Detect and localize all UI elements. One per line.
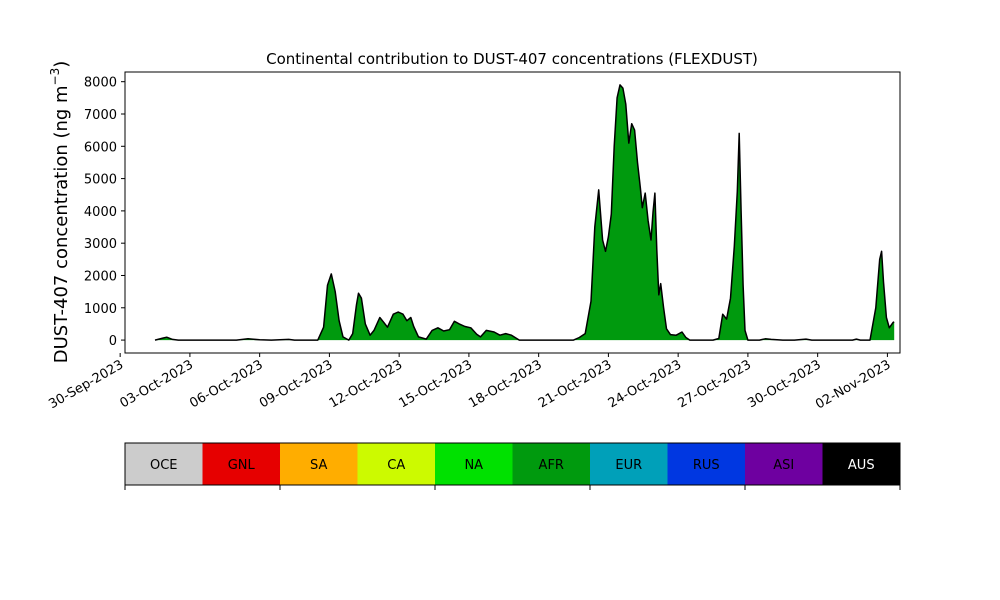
x-axis: 30-Sep-202303-Oct-202306-Oct-202309-Oct-… bbox=[46, 353, 893, 412]
x-tick-label: 30-Sep-2023 bbox=[46, 357, 126, 412]
legend-swatch-gnl bbox=[202, 443, 280, 485]
plot-frame bbox=[124, 71, 901, 354]
legend-swatch-rus bbox=[667, 443, 745, 485]
x-tick-label: 09-Oct-2023 bbox=[257, 357, 335, 411]
y-tick-label: 7000 bbox=[84, 108, 117, 123]
x-tick-label: 21-Oct-2023 bbox=[536, 357, 614, 411]
y-tick-label: 5000 bbox=[84, 173, 117, 188]
y-tick-label: 3000 bbox=[84, 237, 117, 252]
legend-label-sa: SA bbox=[310, 458, 327, 473]
legend-label-eur: EUR bbox=[615, 458, 642, 473]
legend-swatch-ca bbox=[357, 443, 435, 485]
legend-label-na: NA bbox=[464, 458, 483, 473]
legend-label-gnl: GNL bbox=[228, 458, 256, 473]
legend-label-aus: AUS bbox=[848, 458, 875, 473]
x-tick-label: 12-Oct-2023 bbox=[327, 357, 405, 411]
y-axis-label-close: ) bbox=[51, 61, 72, 68]
legend-label-ca: CA bbox=[387, 458, 405, 473]
legend-swatch-afr bbox=[512, 443, 590, 485]
y-axis: 0 1000 2000 3000 4000 5000 6000 7000 8000 bbox=[84, 76, 125, 349]
colorbar-frame bbox=[124, 442, 901, 486]
y-axis-label-unit-sup: −3 bbox=[48, 68, 62, 86]
plot-area bbox=[154, 84, 895, 341]
legend-swatch-oce bbox=[125, 443, 203, 485]
total-outline-line bbox=[154, 84, 895, 341]
legend-label-rus: RUS bbox=[693, 458, 720, 473]
series-area-afr bbox=[155, 84, 895, 341]
x-tick-label: 30-Oct-2023 bbox=[745, 357, 823, 411]
x-tick-label: 02-Nov-2023 bbox=[813, 357, 893, 412]
x-tick-label: 24-Oct-2023 bbox=[606, 357, 684, 411]
y-tick-label: 2000 bbox=[84, 269, 117, 284]
legend-swatch-na bbox=[435, 443, 513, 485]
region-colorbar-legend: OCE GNL SA CA NA AFR EUR RUS ASI AUS bbox=[124, 442, 901, 490]
legend-swatch-sa bbox=[280, 443, 358, 485]
y-tick-label: 8000 bbox=[84, 76, 117, 91]
legend-swatch-aus bbox=[822, 443, 900, 485]
legend-swatch-asi bbox=[745, 443, 823, 485]
y-tick-label: 0 bbox=[109, 334, 117, 349]
x-tick-label: 15-Oct-2023 bbox=[397, 357, 475, 411]
x-tick-label: 18-Oct-2023 bbox=[466, 357, 544, 411]
y-tick-label: 4000 bbox=[84, 205, 117, 220]
legend-label-oce: OCE bbox=[150, 458, 178, 473]
chart-title: Continental contribution to DUST-407 con… bbox=[266, 50, 758, 68]
x-tick-label: 06-Oct-2023 bbox=[187, 357, 265, 411]
legend-swatch-eur bbox=[590, 443, 668, 485]
y-axis-label: DUST-407 concentration (ng m−3) bbox=[48, 61, 72, 364]
x-tick-label: 03-Oct-2023 bbox=[118, 357, 196, 411]
x-tick-label: 27-Oct-2023 bbox=[676, 357, 754, 411]
y-tick-label: 6000 bbox=[84, 140, 117, 155]
legend-label-afr: AFR bbox=[539, 458, 564, 473]
y-tick-label: 1000 bbox=[84, 302, 117, 317]
legend-label-asi: ASI bbox=[773, 458, 794, 473]
y-axis-label-main: DUST-407 concentration (ng m bbox=[51, 85, 72, 363]
